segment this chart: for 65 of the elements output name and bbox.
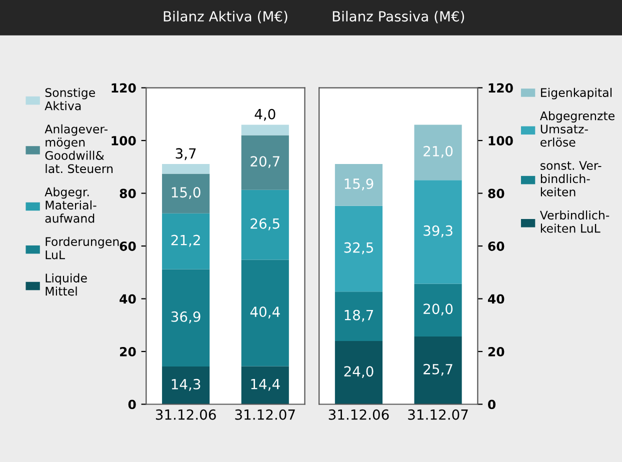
x-tick-label: 31.12.07 xyxy=(235,409,295,420)
data-label: 21,2 xyxy=(171,234,200,247)
bar xyxy=(334,292,383,341)
data-label: 14,4 xyxy=(251,378,280,391)
data-label: 26,5 xyxy=(250,218,280,230)
data-label: 14,3 xyxy=(172,378,200,391)
data-label: 24,0 xyxy=(344,366,374,378)
data-label: 15,0 xyxy=(172,187,200,199)
data-label: 40,4 xyxy=(250,306,280,318)
data-label: 4,0 xyxy=(254,108,276,121)
bar xyxy=(241,260,289,366)
legend-label: Forderungen LuL xyxy=(46,236,119,260)
legend-label: Abgegr. Material- aufwand xyxy=(44,187,96,223)
x-tick-label: 31.12.07 xyxy=(408,409,468,420)
y-tick-label: 120 xyxy=(112,83,136,93)
bar xyxy=(162,366,210,404)
bar xyxy=(241,366,289,404)
y-tick-label: 60 xyxy=(120,241,136,251)
y-tick-label: 60 xyxy=(488,241,504,251)
data-label: 39,3 xyxy=(424,225,452,238)
data-label: 18,7 xyxy=(344,310,374,322)
y-tick-label: 0 xyxy=(488,400,496,410)
x-tick-label: 31.12.06 xyxy=(156,409,216,420)
legend-label: sonst. Ver- bindlich- keiten xyxy=(540,161,602,196)
bar xyxy=(334,340,383,404)
y-tick-label: 100 xyxy=(112,136,136,146)
bar xyxy=(414,124,462,180)
y-tick-label: 80 xyxy=(488,188,504,198)
bar xyxy=(414,284,462,336)
bar xyxy=(334,164,383,206)
y-tick-label: 0 xyxy=(128,400,136,410)
data-label: 21,0 xyxy=(424,146,453,158)
bar xyxy=(162,164,210,174)
bar xyxy=(162,174,210,214)
data-label: 20,0 xyxy=(424,304,453,316)
bar xyxy=(241,135,289,190)
bar xyxy=(334,206,383,292)
bar xyxy=(414,336,462,404)
legend-label: Verbindlich- keiten LuL xyxy=(540,210,610,233)
y-tick-label: 20 xyxy=(488,346,504,356)
data-label: 3,7 xyxy=(176,148,196,160)
y-tick-label: 20 xyxy=(120,346,136,356)
chart-title: Bilanz Passiva (M€) xyxy=(332,10,464,24)
legend-label: Liquide Mittel xyxy=(46,273,87,296)
chart-title: Bilanz Aktiva (M€) xyxy=(164,10,288,24)
legend-label: Anlagever- mögen Goodwill& lat. Steuern xyxy=(44,124,113,174)
bar xyxy=(241,124,289,136)
data-label: 20,7 xyxy=(250,156,280,168)
y-tick-label: 40 xyxy=(120,294,136,304)
bar xyxy=(162,269,210,367)
y-tick-label: 40 xyxy=(488,294,504,304)
data-label: 15,9 xyxy=(344,178,374,190)
legend-label: Eigenkapital xyxy=(541,88,612,100)
bar xyxy=(241,190,289,260)
data-label: 32,5 xyxy=(344,242,373,254)
y-tick-label: 120 xyxy=(488,83,513,93)
bar xyxy=(162,213,210,270)
y-tick-label: 80 xyxy=(120,188,136,198)
legend-label: Abgegrenzte Umsatz- erlöse xyxy=(540,111,614,147)
legend-label: Sonstige Aktiva xyxy=(44,88,96,110)
data-label: 36,9 xyxy=(171,311,200,324)
data-label: 25,7 xyxy=(424,364,452,376)
bar xyxy=(414,180,462,284)
x-tick-label: 31.12.06 xyxy=(328,409,389,420)
y-tick-label: 100 xyxy=(488,136,513,146)
